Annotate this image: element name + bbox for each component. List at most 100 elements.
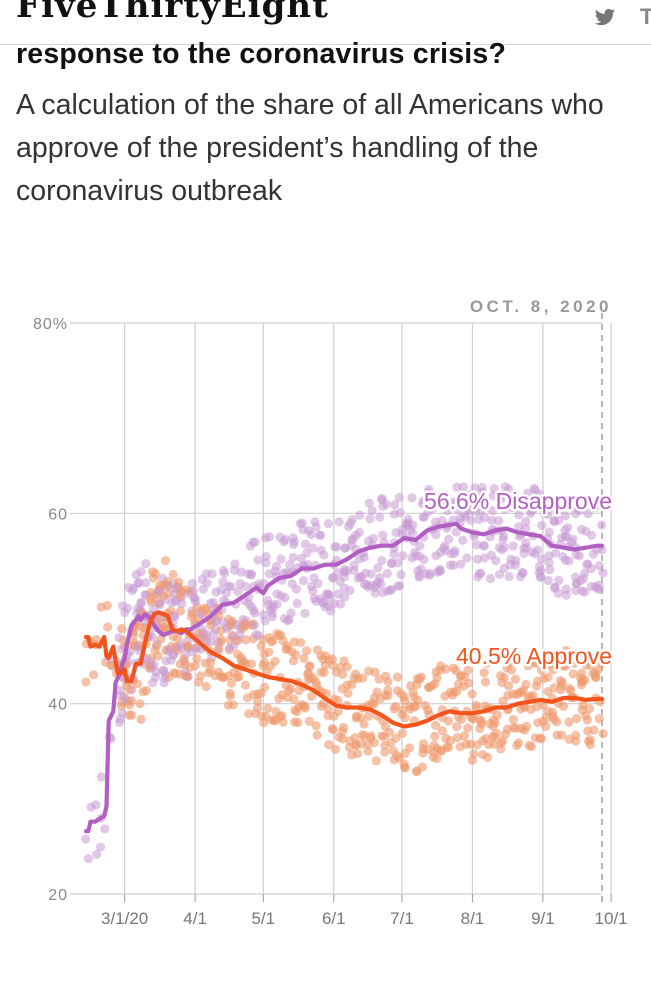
approve-poll-dot bbox=[543, 672, 553, 682]
disapprove-poll-dot bbox=[313, 578, 323, 589]
disapprove-poll-dot bbox=[598, 568, 608, 578]
disapprove-poll-dot bbox=[141, 558, 151, 569]
approve-poll-dot bbox=[370, 667, 380, 677]
disapprove-poll-dot bbox=[336, 599, 346, 609]
approve-poll-dot bbox=[300, 703, 310, 713]
disapprove-poll-dot bbox=[141, 578, 151, 588]
disapprove-poll-dot bbox=[370, 588, 380, 598]
approve-poll-dot bbox=[304, 716, 314, 726]
approve-poll-dot bbox=[359, 719, 369, 729]
disapprove-poll-dot bbox=[452, 497, 462, 508]
disapprove-poll-dot bbox=[188, 586, 199, 596]
approve-poll-dot bbox=[145, 594, 156, 605]
approve-poll-dot bbox=[504, 658, 514, 668]
approve-poll-dot bbox=[553, 651, 563, 661]
disapprove-poll-dot bbox=[134, 577, 144, 588]
disapprove-poll-dot bbox=[81, 834, 91, 844]
approve-poll-dot bbox=[253, 703, 263, 713]
disapprove-poll-dot bbox=[554, 505, 564, 515]
disapprove-poll-dot bbox=[298, 576, 309, 586]
disapprove-poll-dot bbox=[289, 537, 299, 547]
approve-poll-dot bbox=[290, 717, 300, 727]
disapprove-value-label: 56.6% Disapprove bbox=[424, 488, 612, 514]
disapprove-poll-dot bbox=[561, 590, 571, 600]
approve-poll-dot bbox=[437, 726, 447, 736]
disapprove-poll-dot bbox=[522, 488, 533, 498]
approve-poll-dot bbox=[270, 656, 280, 666]
disapprove-poll-dot bbox=[201, 629, 211, 639]
approve-poll-dot bbox=[564, 717, 574, 727]
disapprove-poll-dot bbox=[177, 599, 187, 609]
approve-poll-dot bbox=[446, 735, 456, 746]
approve-poll-dot bbox=[127, 710, 137, 720]
approve-poll-dot bbox=[289, 694, 299, 704]
approve-poll-dot bbox=[369, 699, 379, 709]
approve-poll-dot bbox=[216, 637, 226, 647]
approve-poll-dot bbox=[416, 672, 426, 682]
approve-poll-dot bbox=[467, 755, 477, 765]
disapprove-poll-dot bbox=[306, 529, 316, 540]
approve-poll-dot bbox=[102, 601, 112, 611]
disapprove-poll-dot bbox=[233, 586, 243, 596]
disapprove-poll-dot bbox=[190, 596, 201, 607]
approve-poll-dot bbox=[234, 672, 244, 682]
disapprove-poll-dot bbox=[499, 542, 510, 552]
disapprove-poll-dot bbox=[279, 537, 289, 547]
date-label: OCT. 8, 2020 bbox=[470, 297, 612, 316]
disapprove-poll-dot bbox=[249, 608, 260, 618]
approve-poll-dot bbox=[571, 713, 582, 724]
disapprove-poll-dot bbox=[586, 498, 596, 508]
disapprove-poll-dot bbox=[480, 513, 490, 523]
disapprove-poll-dot bbox=[207, 569, 217, 579]
approve-poll-dot bbox=[459, 681, 469, 691]
disapprove-poll-dot bbox=[297, 518, 307, 528]
poll-dots bbox=[81, 482, 608, 864]
disapprove-poll-dot bbox=[462, 553, 472, 563]
approve-poll-dot bbox=[400, 763, 410, 773]
site-logo[interactable]: FiveThirtyEight bbox=[16, 0, 329, 26]
approve-poll-dot bbox=[481, 658, 491, 668]
x-tick-label: 8/1 bbox=[461, 909, 485, 928]
more-menu-label[interactable]: T bbox=[640, 4, 651, 30]
disapprove-poll-dot bbox=[551, 548, 561, 558]
disapprove-poll-dot bbox=[415, 541, 425, 551]
x-tick-label: 6/1 bbox=[322, 909, 346, 928]
approve-poll-dot bbox=[256, 641, 266, 651]
approve-poll-dot bbox=[443, 716, 454, 726]
x-tick-label: 5/1 bbox=[251, 909, 275, 928]
disapprove-poll-dot bbox=[466, 515, 476, 525]
disapprove-poll-dot bbox=[354, 527, 365, 538]
disapprove-poll-dot bbox=[491, 556, 501, 566]
approve-poll-dot bbox=[244, 709, 254, 719]
twitter-bird-icon[interactable] bbox=[594, 8, 616, 28]
approve-poll-dot bbox=[292, 706, 302, 717]
approve-poll-dot bbox=[311, 721, 321, 731]
approve-poll-dot bbox=[284, 686, 294, 696]
approve-poll-dot bbox=[319, 667, 329, 678]
disapprove-poll-dot bbox=[521, 524, 531, 534]
approve-poll-dot bbox=[586, 660, 596, 670]
approve-poll-dot bbox=[136, 714, 146, 724]
approve-poll-dot bbox=[585, 740, 595, 750]
disapprove-poll-dot bbox=[543, 509, 553, 519]
approve-poll-dot bbox=[576, 668, 587, 678]
disapprove-poll-dot bbox=[364, 498, 374, 508]
disapprove-poll-dot bbox=[478, 540, 489, 551]
disapprove-poll-dot bbox=[385, 585, 395, 595]
approve-poll-dot bbox=[294, 686, 304, 696]
x-tick-label: 10/1 bbox=[595, 909, 628, 928]
approve-poll-dot bbox=[126, 696, 137, 706]
disapprove-poll-dot bbox=[479, 553, 489, 563]
disapprove-poll-dot bbox=[349, 560, 359, 570]
disapprove-poll-dot bbox=[151, 672, 161, 682]
disapprove-poll-dot bbox=[536, 554, 546, 564]
approve-poll-dot bbox=[397, 728, 407, 739]
disapprove-poll-dot bbox=[473, 572, 483, 582]
approve-poll-dot bbox=[201, 681, 211, 692]
approve-poll-dot bbox=[567, 651, 577, 661]
disapprove-poll-dot bbox=[496, 494, 506, 504]
disapprove-poll-dot bbox=[286, 608, 296, 618]
disapprove-poll-dot bbox=[481, 498, 491, 508]
approve-poll-dot bbox=[364, 711, 374, 721]
disapprove-poll-dot bbox=[439, 543, 449, 553]
